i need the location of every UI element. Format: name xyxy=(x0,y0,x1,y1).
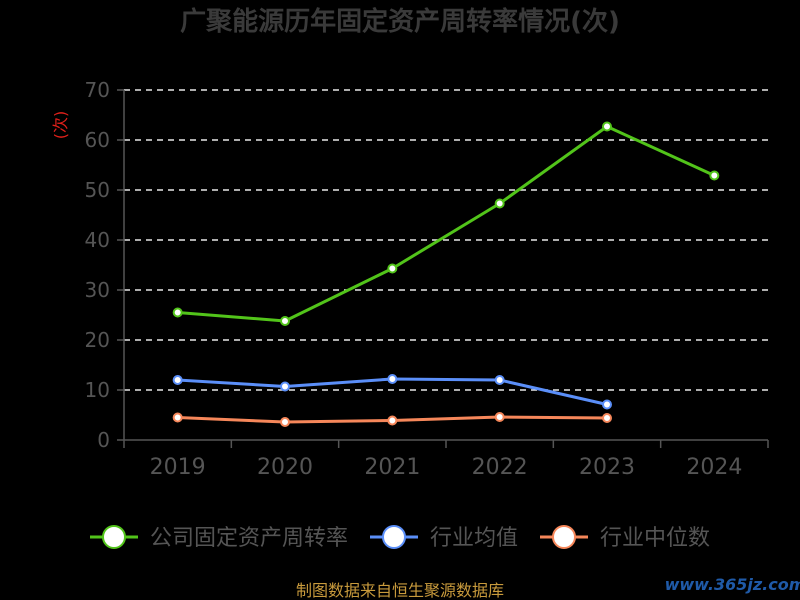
y-tick-label: 0 xyxy=(97,428,110,452)
x-tick-label: 2023 xyxy=(579,455,635,480)
legend-marker xyxy=(552,525,576,549)
data-point xyxy=(602,413,612,423)
data-point xyxy=(387,415,398,426)
data-point xyxy=(172,307,183,318)
legend-item: 行业均值 xyxy=(370,525,518,551)
y-tick-label: 10 xyxy=(85,378,110,402)
y-tick-label: 30 xyxy=(85,278,110,302)
y-axis-unit-label: (次) xyxy=(51,111,70,140)
data-point xyxy=(494,198,505,209)
data-point xyxy=(494,375,505,385)
x-tick-label: 2022 xyxy=(472,455,528,480)
data-point xyxy=(602,399,612,410)
data-point xyxy=(387,374,398,384)
data-point xyxy=(602,121,612,132)
data-point xyxy=(172,412,183,423)
legend: 公司固定资产周转率 行业均值 行业中位数 xyxy=(90,525,710,551)
x-tick-label: 2020 xyxy=(257,455,313,480)
y-tick-labels: 0 10 20 30 40 50 60 70 xyxy=(85,78,110,452)
x-tick-label: 2024 xyxy=(686,455,742,480)
legend-label: 公司固定资产周转率 xyxy=(150,526,348,551)
chart-title: 广聚能源历年固定资产周转率情况(次) xyxy=(180,6,620,37)
legend-label: 行业均值 xyxy=(430,526,518,551)
grid-lines xyxy=(124,89,768,391)
data-point xyxy=(280,417,290,427)
series-line-0 xyxy=(177,125,715,323)
data-point xyxy=(280,316,290,326)
x-tick-label: 2021 xyxy=(364,455,420,480)
x-tick-label: 2019 xyxy=(150,455,206,480)
data-point xyxy=(172,375,183,385)
x-tick-labels: 2019 2020 2021 2022 2023 2024 xyxy=(150,455,743,480)
data-source-note: 制图数据来自恒生聚源数据库 xyxy=(296,581,504,600)
data-point xyxy=(494,412,505,422)
y-tick-label: 50 xyxy=(85,178,110,202)
legend-marker xyxy=(102,525,126,549)
legend-item: 行业中位数 xyxy=(540,525,710,551)
series-group xyxy=(172,121,720,427)
y-tick-label: 70 xyxy=(85,78,110,102)
y-tick-label: 20 xyxy=(85,328,110,352)
legend-marker xyxy=(382,525,406,549)
y-tick-label: 60 xyxy=(85,128,110,152)
axes xyxy=(117,89,769,448)
watermark: www.365jz.com xyxy=(665,575,800,594)
data-point xyxy=(709,170,720,181)
data-point xyxy=(280,381,290,392)
y-tick-label: 40 xyxy=(85,228,110,252)
data-point xyxy=(387,263,398,274)
legend-item: 公司固定资产周转率 xyxy=(90,525,348,551)
legend-label: 行业中位数 xyxy=(600,526,710,551)
